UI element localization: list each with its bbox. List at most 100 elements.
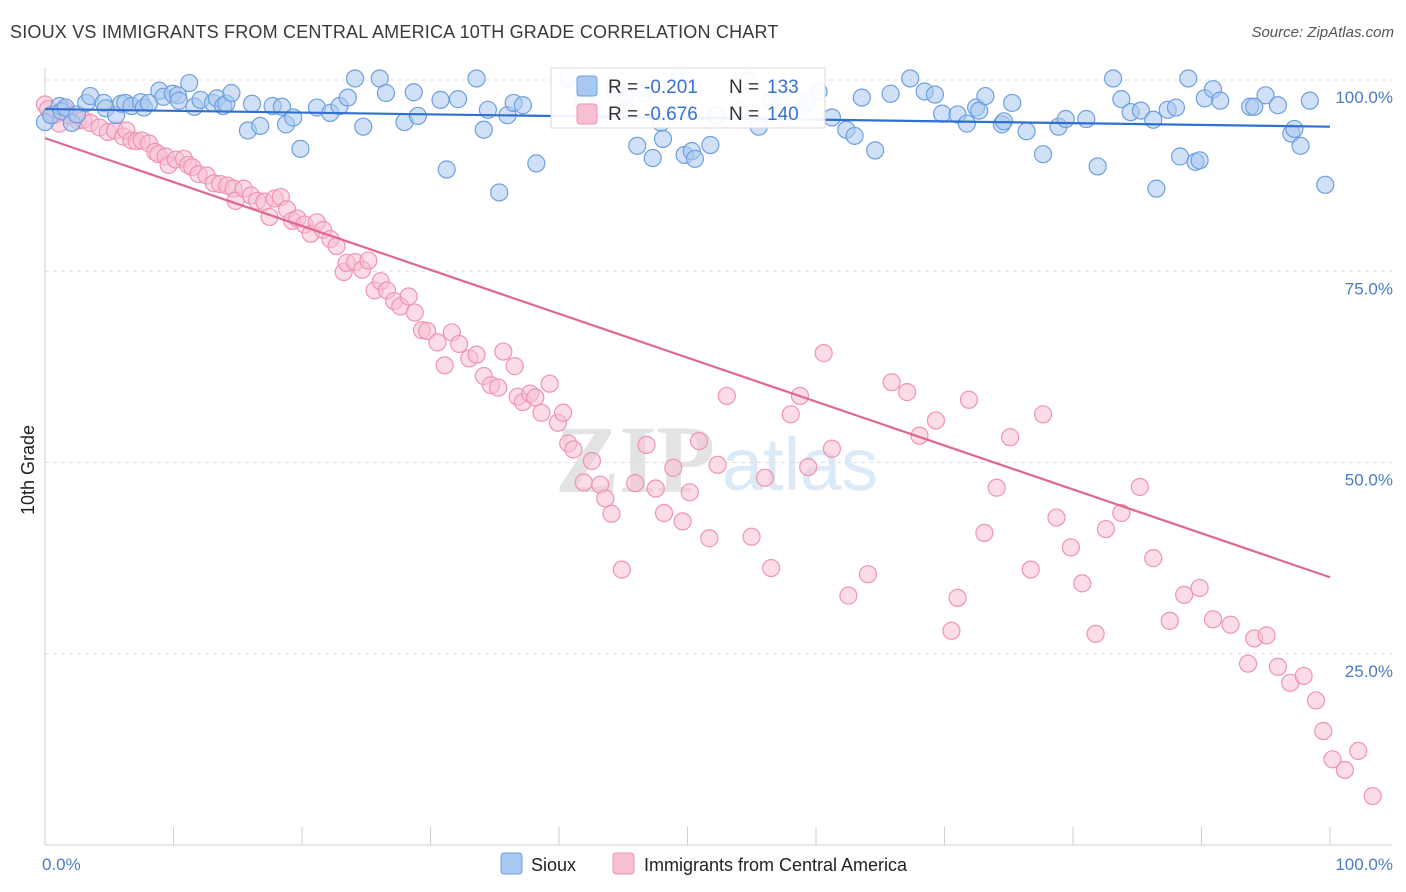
sioux-point xyxy=(1166,98,1186,117)
y-tick-label: 75.0% xyxy=(1345,279,1393,298)
sioux-point xyxy=(1256,86,1275,105)
central-america-point xyxy=(1061,538,1080,557)
sioux-point xyxy=(338,88,357,107)
central-america-point xyxy=(449,334,469,354)
sioux-point xyxy=(431,90,450,109)
central-america-point xyxy=(1335,760,1354,780)
sioux-point xyxy=(513,96,533,115)
sioux-point xyxy=(845,126,864,145)
central-america-point xyxy=(781,405,800,424)
central-america-point xyxy=(574,473,593,492)
x-tick-label-min: 0.0% xyxy=(42,855,81,874)
central-america-point xyxy=(1112,503,1131,523)
central-america-point xyxy=(1175,585,1194,604)
x-tick-labels: 0.0% 100.0% xyxy=(42,855,1393,874)
central-america-point xyxy=(1096,519,1116,539)
central-america-point xyxy=(626,474,645,493)
sioux-point xyxy=(1033,145,1053,164)
sioux-point xyxy=(901,69,920,88)
central-america-point xyxy=(1221,615,1240,634)
central-america-point xyxy=(762,558,781,578)
sioux-point xyxy=(1170,147,1190,166)
central-america-point xyxy=(673,512,692,531)
central-america-point xyxy=(910,426,929,445)
sioux-point xyxy=(1131,101,1151,120)
central-america-point xyxy=(1047,508,1066,527)
central-america-point xyxy=(532,403,551,422)
central-america-trend-line xyxy=(44,137,1331,579)
sioux-point xyxy=(1088,157,1107,176)
legend-r-label-2: R = xyxy=(608,104,638,125)
x-tick-label-max: 100.0% xyxy=(1335,855,1393,874)
bottom-legend-sioux: Sioux xyxy=(531,855,576,875)
series-central-america xyxy=(35,95,1382,806)
central-america-point xyxy=(582,451,602,471)
y-tick-label: 25.0% xyxy=(1345,662,1393,681)
sioux-point xyxy=(272,97,291,116)
sioux-point xyxy=(852,88,871,107)
central-america-point xyxy=(926,411,946,430)
central-america-point xyxy=(540,374,559,393)
central-america-point xyxy=(975,523,994,542)
central-america-point xyxy=(505,357,524,376)
sioux-point xyxy=(467,69,486,88)
central-america-point xyxy=(1160,611,1179,630)
legend-swatch-sioux xyxy=(576,75,598,97)
sioux-point xyxy=(1003,93,1022,113)
central-america-point xyxy=(700,529,719,548)
central-america-point xyxy=(646,479,665,498)
central-america-point xyxy=(755,468,775,487)
central-america-point xyxy=(1086,624,1105,643)
bottom-legend-swatch-sioux xyxy=(500,852,523,875)
central-america-point xyxy=(1190,578,1209,598)
sioux-point xyxy=(685,149,705,168)
bottom-legend-swatch-central-america xyxy=(612,852,635,875)
central-america-point xyxy=(882,373,901,392)
sioux-point xyxy=(957,114,976,133)
y-tick-label: 50.0% xyxy=(1345,471,1393,490)
central-america-point xyxy=(664,458,683,477)
central-america-point xyxy=(359,251,378,270)
central-america-point xyxy=(1323,750,1342,769)
central-america-point xyxy=(405,303,424,322)
central-america-point xyxy=(742,527,761,546)
central-america-point xyxy=(489,378,508,397)
legend-n-sioux: 133 xyxy=(767,77,799,98)
bottom-legend-central-america: Immigrants from Central America xyxy=(644,855,908,875)
sioux-point xyxy=(653,129,673,149)
central-america-point xyxy=(428,333,447,352)
sioux-point xyxy=(222,83,241,103)
sioux-point xyxy=(448,90,468,109)
legend-r-label: R = xyxy=(608,77,638,98)
sioux-point xyxy=(291,139,310,158)
central-america-point xyxy=(942,621,961,640)
central-america-point xyxy=(596,489,615,508)
central-america-point xyxy=(1203,610,1223,629)
legend-n-central-america: 140 xyxy=(767,104,799,125)
central-america-point xyxy=(637,435,656,455)
sioux-point xyxy=(822,108,842,127)
sioux-point xyxy=(1077,109,1096,129)
sioux-point xyxy=(1285,119,1304,139)
central-america-point xyxy=(654,503,674,523)
sioux-point xyxy=(437,160,456,179)
sioux-point xyxy=(376,83,396,103)
central-america-point xyxy=(564,440,583,459)
central-america-point xyxy=(1349,741,1368,761)
sioux-point xyxy=(474,120,493,139)
central-america-point xyxy=(839,586,858,605)
central-america-point xyxy=(1363,786,1382,806)
sioux-point xyxy=(180,73,199,93)
central-america-point xyxy=(948,588,967,608)
sioux-point xyxy=(404,83,423,102)
sioux-point xyxy=(1316,175,1335,194)
sioux-point xyxy=(1104,69,1123,88)
central-america-point xyxy=(1294,666,1313,686)
central-america-point xyxy=(526,388,545,407)
central-america-point xyxy=(1306,691,1326,710)
central-america-point xyxy=(1268,657,1288,676)
axes xyxy=(44,68,1392,846)
sioux-point xyxy=(976,86,995,106)
central-america-point xyxy=(553,403,573,422)
